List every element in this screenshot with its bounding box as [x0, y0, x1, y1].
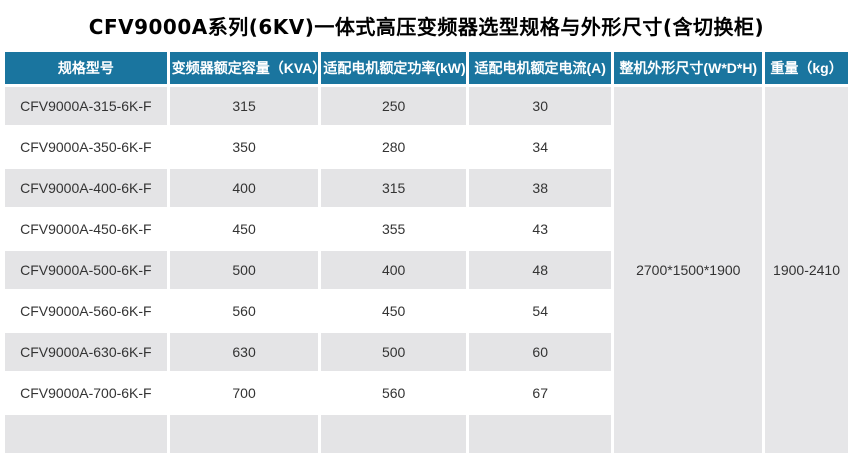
column-header-current: 适配电机额定电流(A) [468, 52, 612, 84]
cell-power: 560 [321, 374, 466, 412]
spec-table: 规格型号 变频器额定容量（KVA） 适配电机额定功率(kW) 适配电机额定电流(… [2, 49, 851, 456]
column-header-power: 适配电机额定功率(kW) [321, 52, 466, 84]
cell-model: CFV9000A-400-6K-F [5, 169, 167, 207]
page-title: CFV9000A系列(6KV)一体式高压变频器选型规格与外形尺寸(含切换柜) [88, 15, 765, 39]
cell-capacity: 450 [169, 210, 319, 248]
cell-power: 450 [321, 292, 466, 330]
cell-current: 38 [468, 169, 612, 207]
column-header-dimensions: 整机外形尺寸(W*D*H) [614, 52, 763, 84]
cell-model: CFV9000A-450-6K-F [5, 210, 167, 248]
cell-capacity: 315 [169, 87, 319, 125]
cell-model: CFV9000A-350-6K-F [5, 128, 167, 166]
cell-model: CFV9000A-560-6K-F [5, 292, 167, 330]
cell-power: 400 [321, 251, 466, 289]
table-row: CFV9000A-700-6K-F 700 560 67 [5, 374, 848, 412]
header-row: 规格型号 变频器额定容量（KVA） 适配电机额定功率(kW) 适配电机额定电流(… [5, 52, 848, 84]
table-row: CFV9000A-350-6K-F 350 280 34 [5, 128, 848, 166]
cell-power: 315 [321, 169, 466, 207]
cell-capacity: 560 [169, 292, 319, 330]
column-header-model: 规格型号 [5, 52, 167, 84]
cell-power: 250 [321, 87, 466, 125]
cell-current: 48 [468, 251, 612, 289]
cell-capacity: 500 [169, 251, 319, 289]
column-header-capacity: 变频器额定容量（KVA） [169, 52, 326, 84]
cell-model: CFV9000A-500-6K-F [5, 251, 167, 289]
cell-capacity: 700 [169, 374, 319, 412]
table-row: CFV9000A-450-6K-F 450 355 43 [5, 210, 848, 248]
cell-current: 43 [468, 210, 612, 248]
cell-current: 67 [468, 374, 612, 412]
cell-capacity: 400 [169, 169, 319, 207]
cell-model: CFV9000A-700-6K-F [5, 374, 167, 412]
table-row: CFV9000A-630-6K-F 630 500 60 [5, 333, 848, 371]
cell-power: 355 [321, 210, 466, 248]
cell-power: 500 [321, 333, 466, 371]
cell-capacity: 350 [169, 128, 319, 166]
cell-capacity: 630 [169, 333, 319, 371]
cell-model: CFV9000A-630-6K-F [5, 333, 167, 371]
cell-current: 54 [468, 292, 612, 330]
cell-model: CFV9000A-315-6K-F [5, 87, 167, 125]
cell-weight-merged: 1900-2410 [765, 87, 848, 453]
cell-current: 34 [468, 128, 612, 166]
cell-dimensions-merged: 2700*1500*1900 [614, 87, 763, 453]
cell-power: 280 [321, 128, 466, 166]
table-row: CFV9000A-500-6K-F 500 400 48 [5, 251, 848, 289]
cell-current: 30 [468, 87, 612, 125]
table-row: CFV9000A-560-6K-F 560 450 54 [5, 292, 848, 330]
table-row: CFV9000A-400-6K-F 400 315 38 [5, 169, 848, 207]
cell-current: 60 [468, 333, 612, 371]
column-header-weight: 重量（kg） [765, 52, 848, 84]
table-row: CFV9000A-315-6K-F 315 250 30 2700*1500*1… [5, 87, 848, 453]
